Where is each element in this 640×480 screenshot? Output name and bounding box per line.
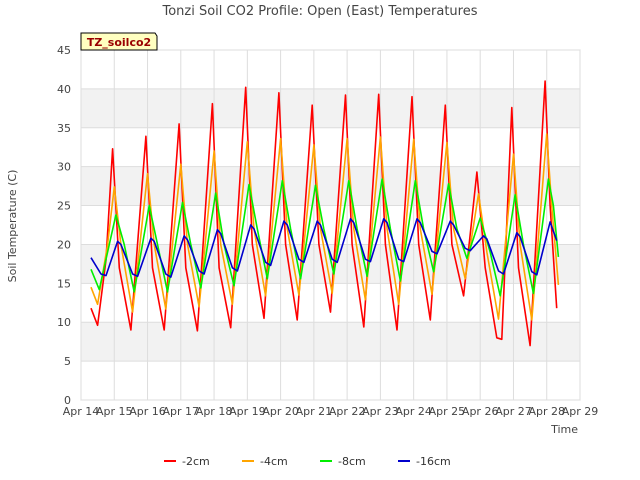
y-axis-label: Soil Temperature (C) xyxy=(6,170,19,283)
series-line-m2cm xyxy=(90,80,558,347)
grid xyxy=(80,49,581,401)
y-tick-label: 25 xyxy=(57,200,71,213)
plot-band xyxy=(81,166,580,206)
legend-label: -8cm xyxy=(338,455,366,468)
x-tick-label: Apr 25 xyxy=(429,405,466,418)
series-line-m16cm xyxy=(90,218,558,278)
y-tick-label: 30 xyxy=(57,161,71,174)
badge-label: TZ_soilco2 xyxy=(87,36,151,49)
x-tick-label: Apr 27 xyxy=(495,405,532,418)
legend-label: -16cm xyxy=(416,455,451,468)
badge: TZ_soilco2 xyxy=(80,32,158,51)
series-line-m4cm xyxy=(90,133,560,321)
y-tick-label: 45 xyxy=(57,44,71,57)
plot-band xyxy=(81,322,580,362)
series-lines xyxy=(90,80,560,347)
y-tick-label: 0 xyxy=(64,394,71,407)
x-tick-label: Apr 21 xyxy=(296,405,333,418)
x-tick-label: Apr 14 xyxy=(63,405,100,418)
x-tick-label: Apr 18 xyxy=(196,405,233,418)
y-tick-label: 35 xyxy=(57,122,71,135)
x-tick-label: Apr 29 xyxy=(562,405,599,418)
chart-title: Tonzi Soil CO2 Profile: Open (East) Temp… xyxy=(161,4,477,19)
y-tick-label: 15 xyxy=(57,277,71,290)
x-tick-label: Apr 16 xyxy=(129,405,166,418)
x-axis-label: Time xyxy=(550,423,578,436)
x-tick-label: Apr 24 xyxy=(395,405,432,418)
x-tick-label: Apr 19 xyxy=(229,405,266,418)
x-tick-label: Apr 15 xyxy=(96,405,133,418)
y-tick-label: 5 xyxy=(64,355,71,368)
plot-band xyxy=(81,88,580,128)
y-tick-label: 20 xyxy=(57,238,71,251)
x-tick-label: Apr 22 xyxy=(329,405,366,418)
legend-label: -4cm xyxy=(260,455,288,468)
x-tick-label: Apr 20 xyxy=(262,405,299,418)
x-tick-label: Apr 17 xyxy=(163,405,200,418)
y-tick-label: 40 xyxy=(57,83,71,96)
y-axis: 0 5 10 15 20 25 30 35 40 45 xyxy=(57,44,71,407)
legend-label: -2cm xyxy=(182,455,210,468)
x-tick-label: Apr 23 xyxy=(362,405,399,418)
y-tick-label: 10 xyxy=(57,316,71,329)
x-tick-label: Apr 26 xyxy=(462,405,499,418)
x-tick-label: Apr 28 xyxy=(528,405,565,418)
legend: -2cm -4cm -8cm -16cm xyxy=(164,455,451,468)
plot-bands xyxy=(81,88,580,362)
